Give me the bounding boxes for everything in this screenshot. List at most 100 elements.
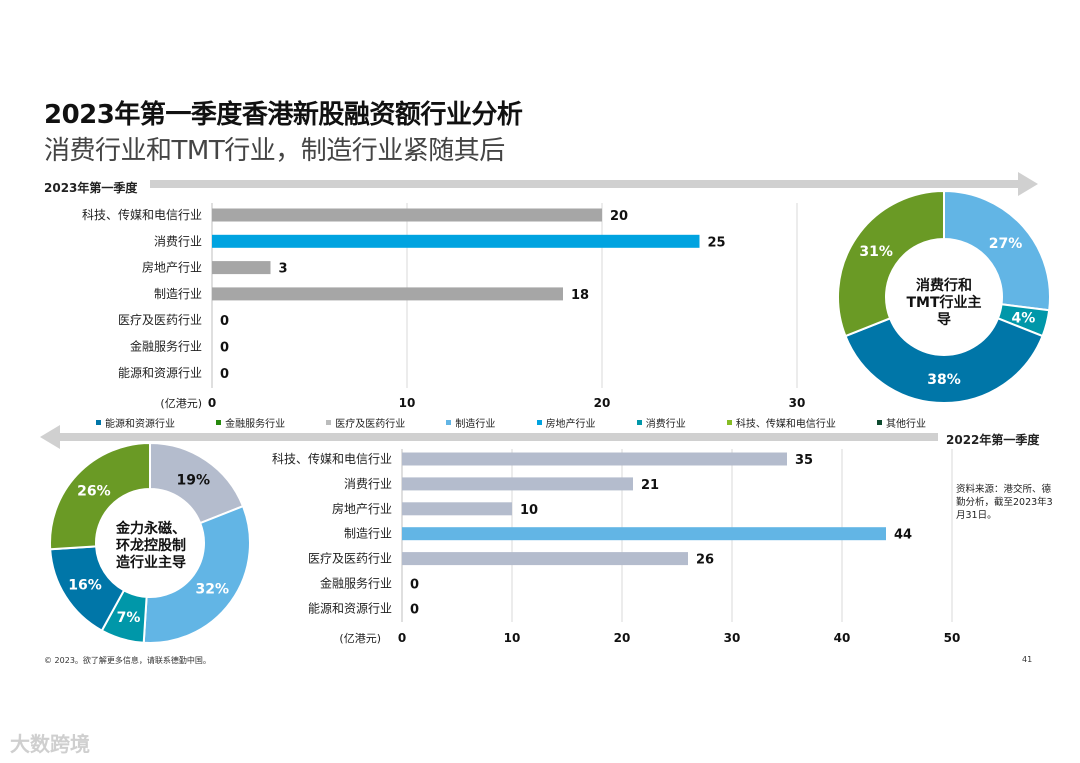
- bar: [402, 502, 512, 516]
- donut-2022-center-line: 环龙控股制: [116, 538, 186, 554]
- data-label: 0: [220, 314, 229, 329]
- legend-swatch: [636, 420, 642, 425]
- x-axis-label: (亿港元): [160, 397, 202, 410]
- legend-item: 消费行业: [636, 415, 686, 430]
- legend-item: 制造行业: [446, 415, 495, 430]
- bar: [402, 552, 688, 566]
- x-axis-label: (亿港元): [339, 632, 381, 645]
- x-tick-label: 30: [789, 396, 806, 410]
- category-label: 医疗及医药行业: [308, 552, 392, 566]
- donut-slice-label: 27%: [989, 236, 1023, 252]
- donut-slice: [49, 441, 151, 551]
- period-label-2022: 2022年第一季度: [946, 433, 1040, 447]
- chart-legend: 能源和资源行业 金融服务行业 医疗及医药行业 制造行业 房地产行业 消费行业 科技、传媒和电…: [96, 415, 926, 430]
- category-label: 制造行业: [344, 527, 392, 541]
- category-label: 科技、传媒和电信行业: [82, 207, 202, 222]
- legend-swatch: [536, 420, 542, 425]
- x-tick-label: 20: [594, 396, 611, 410]
- data-label: 0: [410, 602, 419, 617]
- donut-slice-label: 26%: [77, 483, 111, 499]
- data-label: 21: [641, 478, 659, 493]
- donut-slice-label: 7%: [117, 610, 141, 626]
- donut-slice: [943, 192, 1051, 312]
- category-label: 金融服务行业: [130, 339, 202, 354]
- legend-swatch: [326, 420, 332, 425]
- bar: [402, 452, 787, 466]
- data-label: 44: [894, 528, 912, 543]
- page-title: 2023年第一季度香港新股融资额行业分析: [44, 100, 523, 130]
- period-arrow-2023: [150, 172, 1038, 196]
- donut-slice: [837, 192, 945, 338]
- category-label: 消费行业: [154, 234, 202, 248]
- bar: [402, 527, 886, 541]
- legend-label: 制造行业: [455, 419, 496, 430]
- data-label: 18: [571, 288, 589, 303]
- donut-slice-label: 38%: [927, 372, 961, 388]
- category-label: 能源和资源行业: [308, 601, 392, 615]
- legend-swatch: [216, 420, 222, 425]
- legend-label: 其他行业: [885, 419, 926, 430]
- x-tick-label: 0: [208, 396, 216, 410]
- data-label: 35: [795, 453, 813, 468]
- donut-2023-center-line: 消费行和: [916, 278, 972, 294]
- x-tick-label: 0: [398, 631, 406, 645]
- bar: [402, 477, 633, 491]
- bar: [212, 287, 563, 301]
- legend-item: 其他行业: [876, 415, 926, 430]
- legend-label: 房地产行业: [545, 419, 596, 430]
- data-label: 10: [520, 503, 538, 518]
- legend-item: 医疗及医药行业: [326, 415, 405, 430]
- legend-label: 科技、传媒和电信行业: [735, 419, 836, 430]
- x-tick-label: 50: [944, 631, 961, 645]
- legend-swatch: [726, 420, 732, 425]
- legend-item: 房地产行业: [536, 415, 596, 430]
- x-tick-label: 10: [504, 631, 521, 645]
- page-number: 41: [1022, 655, 1033, 664]
- legend-swatch: [96, 420, 101, 425]
- category-label: 消费行业: [344, 477, 392, 491]
- legend-label: 金融服务行业: [225, 419, 286, 430]
- legend-label: 消费行业: [645, 419, 686, 430]
- donut-slice-label: 4%: [1012, 310, 1036, 326]
- data-label: 0: [410, 578, 419, 593]
- bar: [212, 261, 271, 275]
- donut-2022-center-line: 造行业主导: [116, 555, 186, 571]
- donut-2022-center-line: 金力永磁、: [116, 521, 186, 537]
- x-tick-label: 10: [399, 396, 416, 410]
- data-label: 3: [279, 262, 288, 277]
- donut-slice-label: 19%: [177, 472, 211, 488]
- category-label: 房地产行业: [332, 501, 392, 516]
- bar-chart-2023: 科技、传媒和电信行业 20 消费行业 25 房地产行业 3 制造行业 18 医疗及医药行业 0 金融…: [82, 203, 806, 410]
- data-label: 26: [696, 553, 714, 568]
- category-label: 医疗及医药行业: [118, 313, 202, 327]
- bar: [212, 208, 602, 222]
- legend-label: 医疗及医药行业: [335, 419, 406, 430]
- watermark-text: 大数跨境: [10, 732, 90, 756]
- bar-chart-2022: 科技、传媒和电信行业 35 消费行业 21 房地产行业 10 制造行业 44 医疗及医药行业 26…: [272, 449, 961, 645]
- period-arrow-2022: [40, 425, 938, 449]
- bar: [212, 234, 700, 248]
- donut-chart-2022: 19% 32% 7% 16% 26%: [49, 441, 251, 644]
- category-label: 房地产行业: [142, 260, 202, 275]
- data-label: 0: [220, 341, 229, 356]
- category-label: 科技、传媒和电信行业: [272, 451, 392, 466]
- data-label: 0: [220, 367, 229, 382]
- donut-slice-label: 16%: [68, 577, 102, 593]
- legend-item: 能源和资源行业: [96, 415, 175, 430]
- donut-2023-center-line: TMT行业主: [906, 295, 982, 311]
- legend-item: 金融服务行业: [216, 415, 285, 430]
- donut-2022-center-label: 金力永磁、 环龙控股制 造行业主导: [95, 521, 207, 572]
- data-label: 20: [610, 209, 628, 224]
- page-subtitle: 消费行业和TMT行业，制造行业紧随其后: [44, 136, 505, 166]
- x-tick-label: 20: [614, 631, 631, 645]
- legend-swatch: [876, 420, 882, 425]
- legend-item: 科技、传媒和电信行业: [726, 415, 836, 430]
- donut-slice-label: 31%: [859, 244, 893, 260]
- category-label: 能源和资源行业: [118, 366, 202, 380]
- donut-slice-label: 32%: [196, 581, 230, 597]
- category-label: 制造行业: [154, 287, 202, 301]
- category-label: 金融服务行业: [320, 576, 392, 591]
- donut-2023-center-label: 消费行和 TMT行业主 导: [888, 278, 1000, 329]
- footer-copyright: © 2023。欲了解更多信息，请联系德勤中国。: [44, 656, 211, 665]
- legend-label: 能源和资源行业: [105, 419, 175, 430]
